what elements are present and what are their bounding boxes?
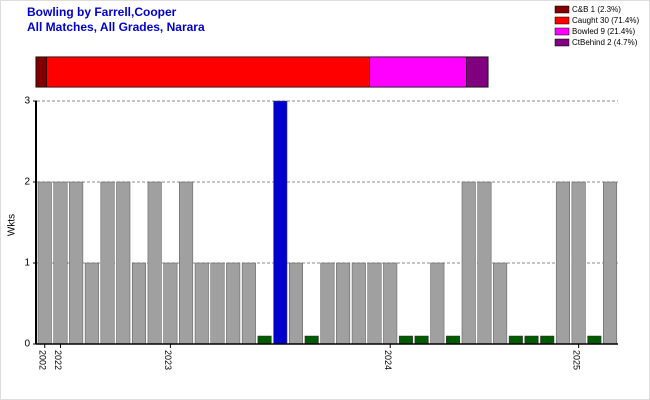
bar [69,181,84,345]
bar [226,262,241,345]
x-tick-label: 2025 [571,350,581,370]
bar [116,181,131,345]
bar [603,181,618,345]
bar [320,262,335,345]
bar [351,262,366,345]
legend-label: Caught 30 (71.4%) [572,16,639,25]
bar [367,262,382,345]
dismissal-segment [35,56,48,88]
bar [446,335,461,345]
legend-swatch [554,38,570,47]
legend-swatch [554,5,570,14]
bar [508,335,523,345]
x-tick-label: 2023 [163,350,173,370]
legend-label: CtBehind 2 (4.7%) [572,38,638,47]
bar [555,181,570,345]
bar [53,181,68,345]
y-tick-label: 0 [24,339,30,350]
bar [398,335,413,345]
bar [540,335,555,345]
bar [430,262,445,345]
y-tick-label: 2 [24,177,30,188]
bar [336,262,351,345]
dismissal-segment [466,56,489,88]
bar [571,181,586,345]
x-tick-label: 2002 [37,350,47,370]
y-tick-label: 3 [24,96,30,107]
bar [194,262,209,345]
x-tick-label: 2022 [53,350,63,370]
bar [477,181,492,345]
bar [84,262,99,345]
bar [493,262,508,345]
bar [37,181,52,345]
dismissal-segment [369,56,467,88]
bar [461,181,476,345]
legend-swatch [554,27,570,36]
bar [288,262,303,345]
chart-title: Bowling by Farrell,Cooper [27,5,177,19]
legend-label: Bowled 9 (21.4%) [572,27,635,36]
y-tick-label: 1 [24,258,30,269]
bar [210,262,225,345]
bar [131,262,146,345]
x-tick-label: 2024 [383,350,393,370]
bar [147,181,162,345]
bar [304,335,319,345]
bar [257,335,272,345]
legend-label: C&B 1 (2.3%) [572,5,621,14]
bar [163,262,178,345]
bar [100,181,115,345]
bar [587,335,602,345]
chart-subtitle: All Matches, All Grades, Narara [27,20,205,34]
bar [273,100,288,345]
bar [414,335,429,345]
dismissal-segment [46,56,370,88]
bar [524,335,539,345]
legend-swatch [554,16,570,25]
y-axis-label: Wkts [7,214,18,236]
bar [241,262,256,345]
bar [383,262,398,345]
bar [179,181,194,345]
